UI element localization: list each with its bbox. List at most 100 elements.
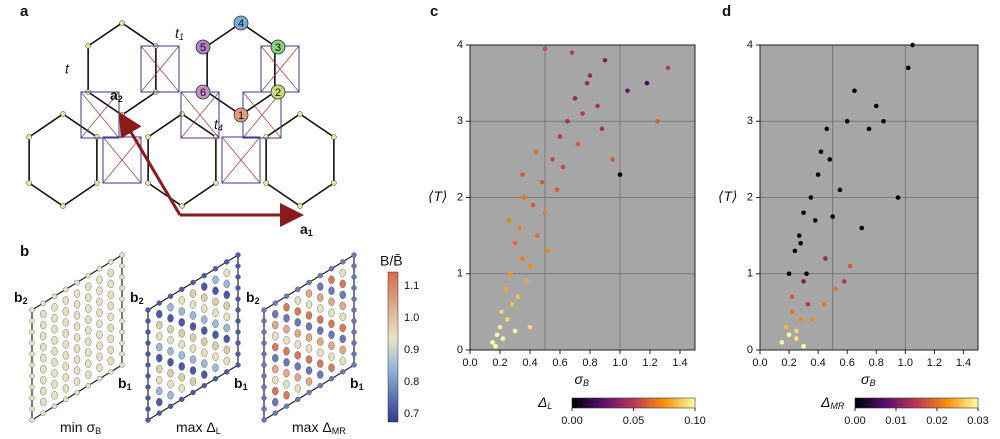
- site-dot: [40, 342, 47, 352]
- site-dot: [212, 352, 219, 361]
- colorbar: [854, 397, 979, 409]
- site-dot: [178, 307, 185, 316]
- site-dot: [223, 279, 230, 289]
- x-tick-label: 1.4: [672, 357, 687, 369]
- site-dot: [317, 304, 324, 313]
- config-caption: max ΔL: [176, 419, 221, 437]
- site-dot: [145, 373, 151, 379]
- data-point: [499, 309, 504, 315]
- site-dot: [29, 362, 35, 368]
- data-point: [789, 294, 795, 299]
- site-dot: [305, 289, 313, 298]
- site-dot: [73, 300, 81, 309]
- site-dot: [73, 289, 81, 298]
- site-dot: [96, 275, 103, 284]
- site-dot: [119, 318, 125, 324]
- site-dot: [272, 300, 278, 306]
- site-dot: [328, 297, 335, 306]
- site-marker: [233, 15, 249, 31]
- data-point: [818, 149, 824, 155]
- data-point: [812, 218, 818, 223]
- site-dot: [317, 272, 323, 279]
- site-dot: [294, 340, 301, 349]
- data-point: [575, 141, 581, 147]
- colorbar-label-sub: L: [547, 401, 552, 411]
- x-tick-label: 0.0: [462, 357, 477, 369]
- site-dot: [145, 406, 151, 412]
- data-point: [895, 195, 901, 200]
- site-dot: [261, 406, 267, 412]
- site-dot: [340, 259, 346, 265]
- x-tick-label: 1.4: [956, 357, 971, 369]
- site-dot: [51, 369, 58, 378]
- y-tick-label: 4: [747, 39, 753, 51]
- lattice-site: [297, 111, 303, 117]
- hopping-t1-label-sub: 1: [179, 32, 184, 42]
- square: [140, 45, 180, 93]
- site-dot: [272, 364, 279, 374]
- data-point: [665, 65, 671, 71]
- site-dot: [283, 314, 290, 323]
- site-dot: [167, 336, 174, 345]
- data-point: [837, 187, 843, 193]
- site-dot: [167, 358, 174, 367]
- x-tick-label: 0.4: [522, 357, 537, 369]
- site-dot: [283, 293, 290, 299]
- site-dot: [156, 309, 163, 319]
- colorbar-label-main: Δ: [537, 394, 547, 410]
- site-dot: [145, 329, 151, 335]
- data-point: [500, 336, 506, 341]
- site-dot: [119, 263, 125, 269]
- config-caption-main: max Δ: [292, 419, 332, 435]
- lattice-site: [213, 134, 219, 140]
- site-dot: [40, 300, 46, 306]
- site-dot: [339, 334, 346, 344]
- site-dot: [351, 351, 357, 357]
- site-dot: [85, 282, 92, 291]
- y-tick-label: 0: [457, 344, 463, 356]
- site-dot: [201, 337, 208, 346]
- site-dot: [283, 391, 290, 400]
- data-point: [644, 80, 650, 86]
- site-dot: [351, 318, 357, 324]
- site-dot: [62, 307, 69, 316]
- panel-label: a: [20, 3, 29, 20]
- b2-label-sub: 2: [139, 296, 144, 306]
- site-dot: [167, 293, 174, 299]
- site-dot: [29, 307, 35, 313]
- x-tick-label: 0.6: [552, 357, 567, 369]
- site-dot: [29, 384, 35, 390]
- data-point: [490, 340, 495, 345]
- site-dot: [328, 286, 335, 295]
- site-dot: [96, 330, 103, 339]
- site-dot: [29, 329, 35, 335]
- site-dot: [235, 263, 241, 269]
- colorbar-tick-label: 0.7: [404, 408, 419, 420]
- site-dot: [223, 334, 230, 344]
- site-dot: [73, 333, 81, 342]
- lattice-site: [26, 134, 32, 140]
- lattice-site: [85, 43, 91, 49]
- site-dot: [201, 304, 208, 313]
- site-dot: [51, 403, 58, 409]
- data-point: [821, 301, 827, 307]
- site-dot: [85, 272, 91, 279]
- site-dot: [156, 386, 163, 396]
- site-dot: [119, 252, 125, 258]
- site-dot: [167, 325, 174, 334]
- site-dot: [40, 364, 47, 374]
- y-tick-label: 2: [457, 191, 463, 203]
- site-dot: [317, 315, 324, 324]
- site-dot: [201, 382, 207, 389]
- site-dot: [96, 266, 103, 272]
- x-axis-label-sub: B: [869, 378, 875, 388]
- data-point: [798, 317, 803, 322]
- x-tick-label: 0.2: [781, 357, 796, 369]
- y-tick-label: 3: [747, 115, 753, 127]
- data-point: [493, 343, 498, 349]
- site-dot: [212, 341, 219, 350]
- site-dot: [190, 279, 196, 286]
- site-dot: [40, 320, 47, 330]
- site-dot: [351, 307, 357, 313]
- site-dot: [96, 352, 103, 361]
